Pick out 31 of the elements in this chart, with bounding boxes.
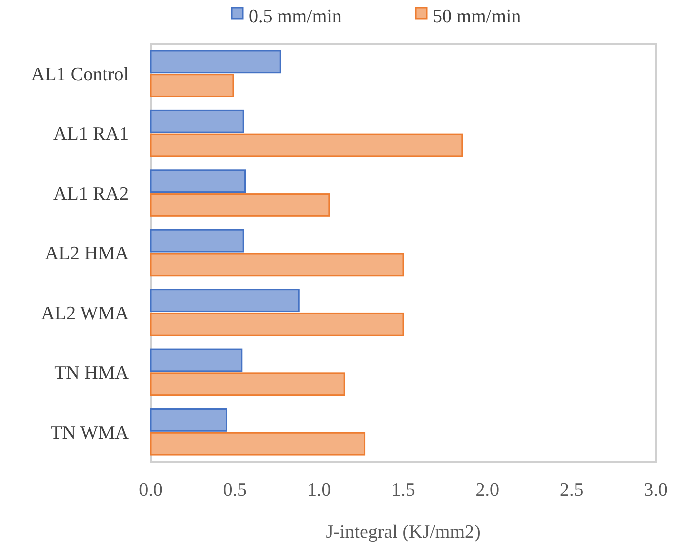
- y-tick-label: AL2 HMA: [45, 244, 130, 265]
- bar: [150, 312, 404, 336]
- x-tick-label: 3.0: [644, 480, 668, 501]
- bar: [150, 229, 244, 253]
- y-tick-label: AL1 RA2: [54, 184, 129, 205]
- bar: [150, 253, 404, 277]
- x-tick-label: 0.0: [139, 480, 163, 501]
- bar: [150, 372, 346, 396]
- legend-label: 50 mm/min: [433, 6, 522, 28]
- bar: [150, 74, 234, 98]
- bar: [150, 289, 300, 312]
- bar: [150, 110, 244, 134]
- bar: [150, 432, 366, 456]
- bar: [150, 134, 464, 158]
- bar: [150, 50, 282, 74]
- x-tick-label: 2.5: [560, 480, 584, 501]
- bar: [150, 194, 330, 217]
- x-axis-title: J-integral (KJ/mm2): [326, 522, 481, 543]
- x-tick-label: 0.5: [223, 480, 248, 501]
- x-tick-label: 1.0: [307, 480, 332, 501]
- x-tick-label: 1.5: [392, 480, 416, 501]
- bar: [150, 170, 246, 194]
- x-tick-label: 2.0: [476, 480, 500, 501]
- y-tick-label: TN WMA: [50, 422, 130, 444]
- y-tick-label: TN HMA: [54, 363, 130, 384]
- bar: [150, 408, 228, 432]
- y-tick-label: AL2 WMA: [41, 303, 130, 324]
- bar: [150, 348, 243, 372]
- y-tick-label: AL1 RA1: [54, 124, 129, 146]
- legend-label: 0.5 mm/min: [249, 6, 342, 28]
- y-tick-label: AL1 Control: [31, 64, 129, 86]
